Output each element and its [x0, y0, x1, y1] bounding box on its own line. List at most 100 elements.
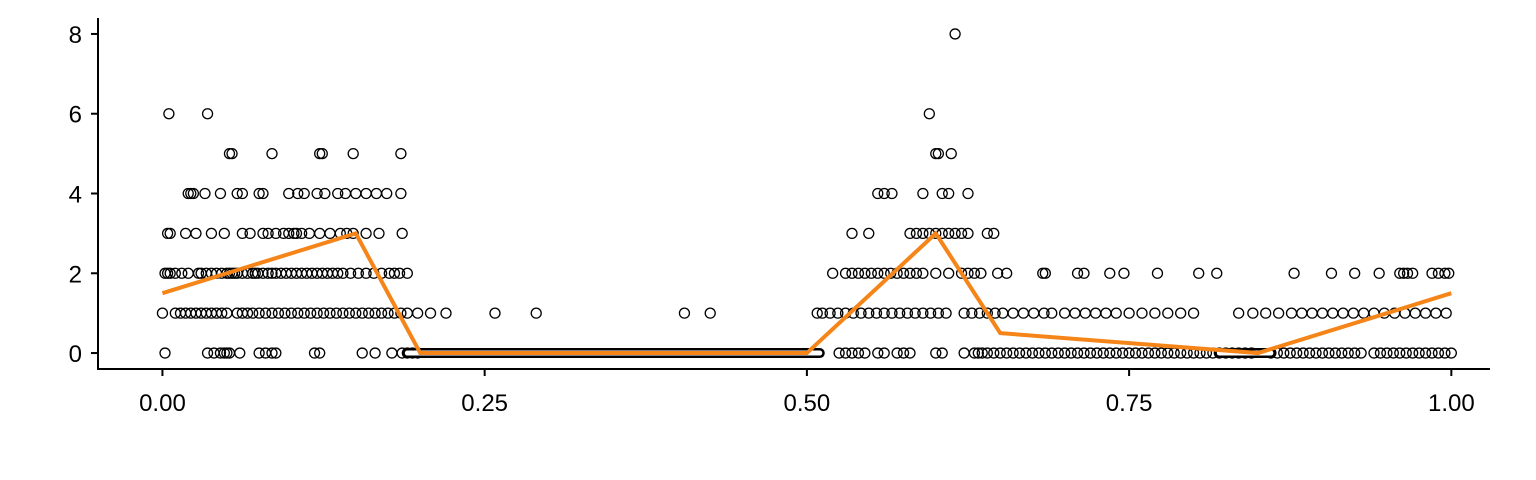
data-point: [1059, 347, 1071, 359]
data-point: [1089, 307, 1102, 319]
data-point: [930, 147, 942, 160]
data-point: [262, 267, 274, 279]
data-point: [1136, 347, 1148, 359]
data-point: [981, 347, 993, 359]
data-point: [976, 347, 988, 359]
data-point: [185, 187, 197, 200]
data-point: [205, 227, 218, 240]
data-point: [324, 307, 336, 319]
axes: 0 2 4 6 8 0.00 0.25 0.50 0.75 1.00: [69, 18, 1490, 417]
y-tick-label: 4: [69, 182, 82, 209]
data-point: [1039, 267, 1051, 279]
data-point: [1440, 307, 1452, 319]
data-point: [386, 347, 398, 359]
data-point: [440, 307, 452, 319]
data-point: [163, 108, 175, 120]
data-point: [833, 347, 845, 359]
data-point: [279, 307, 291, 319]
data-point: [924, 307, 937, 319]
data-point: [283, 227, 295, 240]
data-point: [308, 347, 321, 359]
data-point: [1039, 347, 1051, 359]
data-point: [314, 347, 326, 359]
data-point: [1028, 307, 1040, 319]
data-point: [1432, 347, 1445, 359]
data-point: [373, 227, 385, 240]
data-point: [1394, 347, 1406, 359]
data-point: [1426, 267, 1438, 279]
x-tick-label: 0.25: [461, 390, 508, 417]
data-point: [994, 347, 1006, 359]
data-point: [530, 307, 542, 319]
data-point: [1342, 347, 1354, 359]
data-point: [381, 187, 393, 200]
x-tick-label: 0.50: [784, 390, 831, 417]
data-point: [1129, 347, 1142, 359]
data-point: [1069, 307, 1081, 319]
data-point: [1430, 307, 1442, 319]
data-point: [1117, 347, 1129, 359]
data-point: [1017, 307, 1030, 319]
data-point: [846, 347, 858, 359]
data-point: [1038, 307, 1050, 319]
data-point: [897, 267, 910, 279]
data-point: [164, 267, 176, 279]
data-point: [270, 227, 282, 240]
data-point: [1211, 267, 1223, 279]
data-point: [1381, 347, 1393, 359]
data-point: [382, 307, 394, 319]
data-point: [1316, 347, 1329, 359]
data-point: [1419, 307, 1432, 319]
data-point: [1078, 267, 1090, 279]
data-point: [1443, 267, 1455, 279]
data-point: [1358, 307, 1370, 319]
data-point: [253, 187, 265, 200]
data-point: [958, 307, 970, 319]
data-point: [262, 227, 274, 240]
data-point: [824, 307, 836, 319]
data-point: [360, 227, 372, 240]
data-point: [316, 147, 328, 160]
data-point: [1052, 347, 1064, 359]
data-point: [968, 267, 981, 279]
data-point: [1193, 267, 1205, 279]
data-point: [909, 307, 921, 319]
data-point: [344, 267, 357, 279]
data-point: [393, 267, 406, 279]
data-point: [241, 307, 254, 319]
data-point: [1310, 347, 1322, 359]
data-point: [1394, 267, 1406, 279]
data-point: [1104, 347, 1116, 359]
data-point: [257, 267, 269, 279]
data-point: [932, 307, 945, 319]
data-point: [1337, 307, 1349, 319]
data-point: [936, 187, 948, 200]
data-point: [955, 267, 968, 279]
data-point: [1071, 347, 1084, 359]
data-point: [1175, 307, 1187, 319]
data-point: [295, 227, 308, 240]
data-point: [1046, 347, 1058, 359]
data-point: [839, 267, 852, 279]
data-point: [1084, 347, 1097, 359]
data-point: [169, 267, 181, 279]
data-point: [923, 108, 935, 120]
data-point: [290, 227, 303, 240]
data-point: [966, 307, 978, 319]
data-point: [945, 147, 957, 160]
y-tick-label: 8: [69, 22, 82, 49]
data-point: [1291, 347, 1303, 359]
data-point: [872, 267, 884, 279]
data-point: [1013, 347, 1026, 359]
data-point: [894, 307, 906, 319]
data-point: [704, 307, 716, 319]
data-point: [221, 347, 233, 359]
data-point: [369, 307, 381, 319]
data-point: [940, 307, 952, 319]
data-point: [247, 307, 259, 319]
data-point: [234, 347, 246, 359]
data-point: [182, 267, 194, 279]
data-point: [1445, 347, 1457, 359]
data-point: [1097, 347, 1109, 359]
data-point: [1123, 307, 1135, 319]
